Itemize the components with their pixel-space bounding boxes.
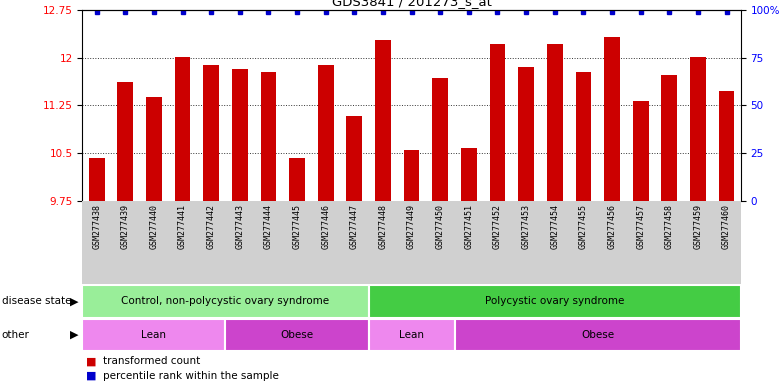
- Bar: [461, 148, 477, 201]
- Bar: [375, 40, 391, 201]
- Bar: [289, 159, 305, 201]
- Text: GSM277454: GSM277454: [550, 204, 559, 249]
- Bar: [318, 65, 333, 201]
- Text: GSM277452: GSM277452: [493, 204, 502, 249]
- Bar: [203, 65, 219, 201]
- Text: percentile rank within the sample: percentile rank within the sample: [103, 371, 279, 381]
- Bar: [226, 319, 368, 351]
- Text: GSM277440: GSM277440: [150, 204, 158, 249]
- Text: Obese: Obese: [281, 330, 314, 340]
- Bar: [175, 57, 191, 201]
- Bar: [547, 44, 563, 201]
- Text: GSM277446: GSM277446: [321, 204, 330, 249]
- Bar: [455, 319, 741, 351]
- Text: GSM277451: GSM277451: [464, 204, 474, 249]
- Text: GSM277459: GSM277459: [693, 204, 702, 249]
- Bar: [432, 78, 448, 201]
- Bar: [404, 150, 419, 201]
- Text: GSM277444: GSM277444: [264, 204, 273, 249]
- Text: GSM277455: GSM277455: [579, 204, 588, 249]
- Bar: [232, 69, 248, 201]
- Text: GSM277441: GSM277441: [178, 204, 187, 249]
- Bar: [82, 285, 368, 318]
- Bar: [347, 116, 362, 201]
- Text: GSM277456: GSM277456: [608, 204, 616, 249]
- Text: Lean: Lean: [399, 330, 424, 340]
- Text: GSM277443: GSM277443: [235, 204, 245, 249]
- Text: ▶: ▶: [70, 296, 78, 306]
- Text: Polycystic ovary syndrome: Polycystic ovary syndrome: [485, 296, 624, 306]
- Bar: [690, 57, 706, 201]
- Text: GSM277450: GSM277450: [436, 204, 445, 249]
- Bar: [368, 285, 741, 318]
- Text: ■: ■: [86, 356, 96, 366]
- Text: GSM277458: GSM277458: [665, 204, 673, 249]
- Text: ■: ■: [86, 371, 96, 381]
- Text: ▶: ▶: [70, 330, 78, 340]
- Bar: [146, 97, 162, 201]
- Text: Obese: Obese: [581, 330, 615, 340]
- Bar: [490, 44, 506, 201]
- Text: Lean: Lean: [141, 330, 166, 340]
- Bar: [518, 67, 534, 201]
- Bar: [662, 75, 677, 201]
- Text: GSM277453: GSM277453: [521, 204, 531, 249]
- Title: GDS3841 / 201273_s_at: GDS3841 / 201273_s_at: [332, 0, 492, 8]
- Bar: [575, 71, 591, 201]
- Text: Control, non-polycystic ovary syndrome: Control, non-polycystic ovary syndrome: [122, 296, 329, 306]
- Text: disease state: disease state: [2, 296, 71, 306]
- Bar: [260, 71, 276, 201]
- Text: GSM277457: GSM277457: [636, 204, 645, 249]
- Text: GSM277448: GSM277448: [379, 204, 387, 249]
- Text: GSM277449: GSM277449: [407, 204, 416, 249]
- Text: GSM277447: GSM277447: [350, 204, 359, 249]
- Text: transformed count: transformed count: [103, 356, 201, 366]
- Text: other: other: [2, 330, 30, 340]
- Bar: [82, 319, 226, 351]
- Bar: [633, 101, 648, 201]
- Text: GSM277438: GSM277438: [93, 204, 101, 249]
- Bar: [118, 82, 133, 201]
- Text: GSM277442: GSM277442: [207, 204, 216, 249]
- Bar: [89, 159, 104, 201]
- Text: GSM277460: GSM277460: [722, 204, 731, 249]
- Text: GSM277439: GSM277439: [121, 204, 130, 249]
- Bar: [604, 37, 620, 201]
- Bar: [368, 319, 455, 351]
- Text: GSM277445: GSM277445: [292, 204, 302, 249]
- Bar: [719, 91, 735, 201]
